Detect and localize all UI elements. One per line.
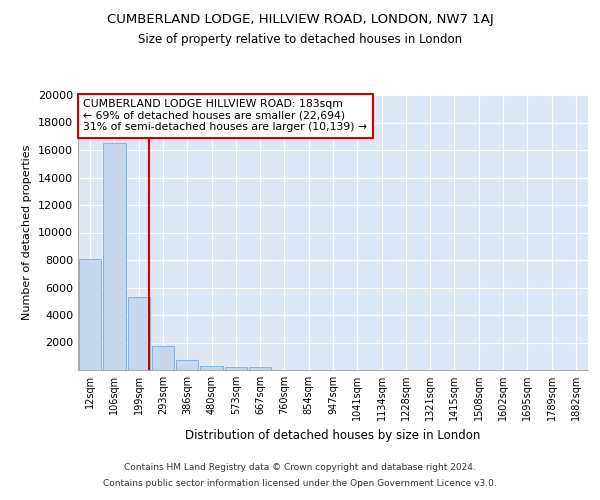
X-axis label: Distribution of detached houses by size in London: Distribution of detached houses by size … xyxy=(185,428,481,442)
Bar xyxy=(79,258,101,370)
Bar xyxy=(224,366,247,370)
Text: CUMBERLAND LODGE HILLVIEW ROAD: 183sqm
← 69% of detached houses are smaller (22,: CUMBERLAND LODGE HILLVIEW ROAD: 183sqm ←… xyxy=(83,99,367,132)
Bar xyxy=(152,346,174,370)
Text: Contains public sector information licensed under the Open Government Licence v3: Contains public sector information licen… xyxy=(103,478,497,488)
Bar xyxy=(128,297,150,370)
Text: Contains HM Land Registry data © Crown copyright and database right 2024.: Contains HM Land Registry data © Crown c… xyxy=(124,464,476,472)
Bar xyxy=(249,367,271,370)
Text: CUMBERLAND LODGE, HILLVIEW ROAD, LONDON, NW7 1AJ: CUMBERLAND LODGE, HILLVIEW ROAD, LONDON,… xyxy=(107,12,493,26)
Text: Size of property relative to detached houses in London: Size of property relative to detached ho… xyxy=(138,32,462,46)
Bar xyxy=(176,360,199,370)
Bar xyxy=(103,143,125,370)
Y-axis label: Number of detached properties: Number of detached properties xyxy=(22,145,32,320)
Bar xyxy=(200,366,223,370)
